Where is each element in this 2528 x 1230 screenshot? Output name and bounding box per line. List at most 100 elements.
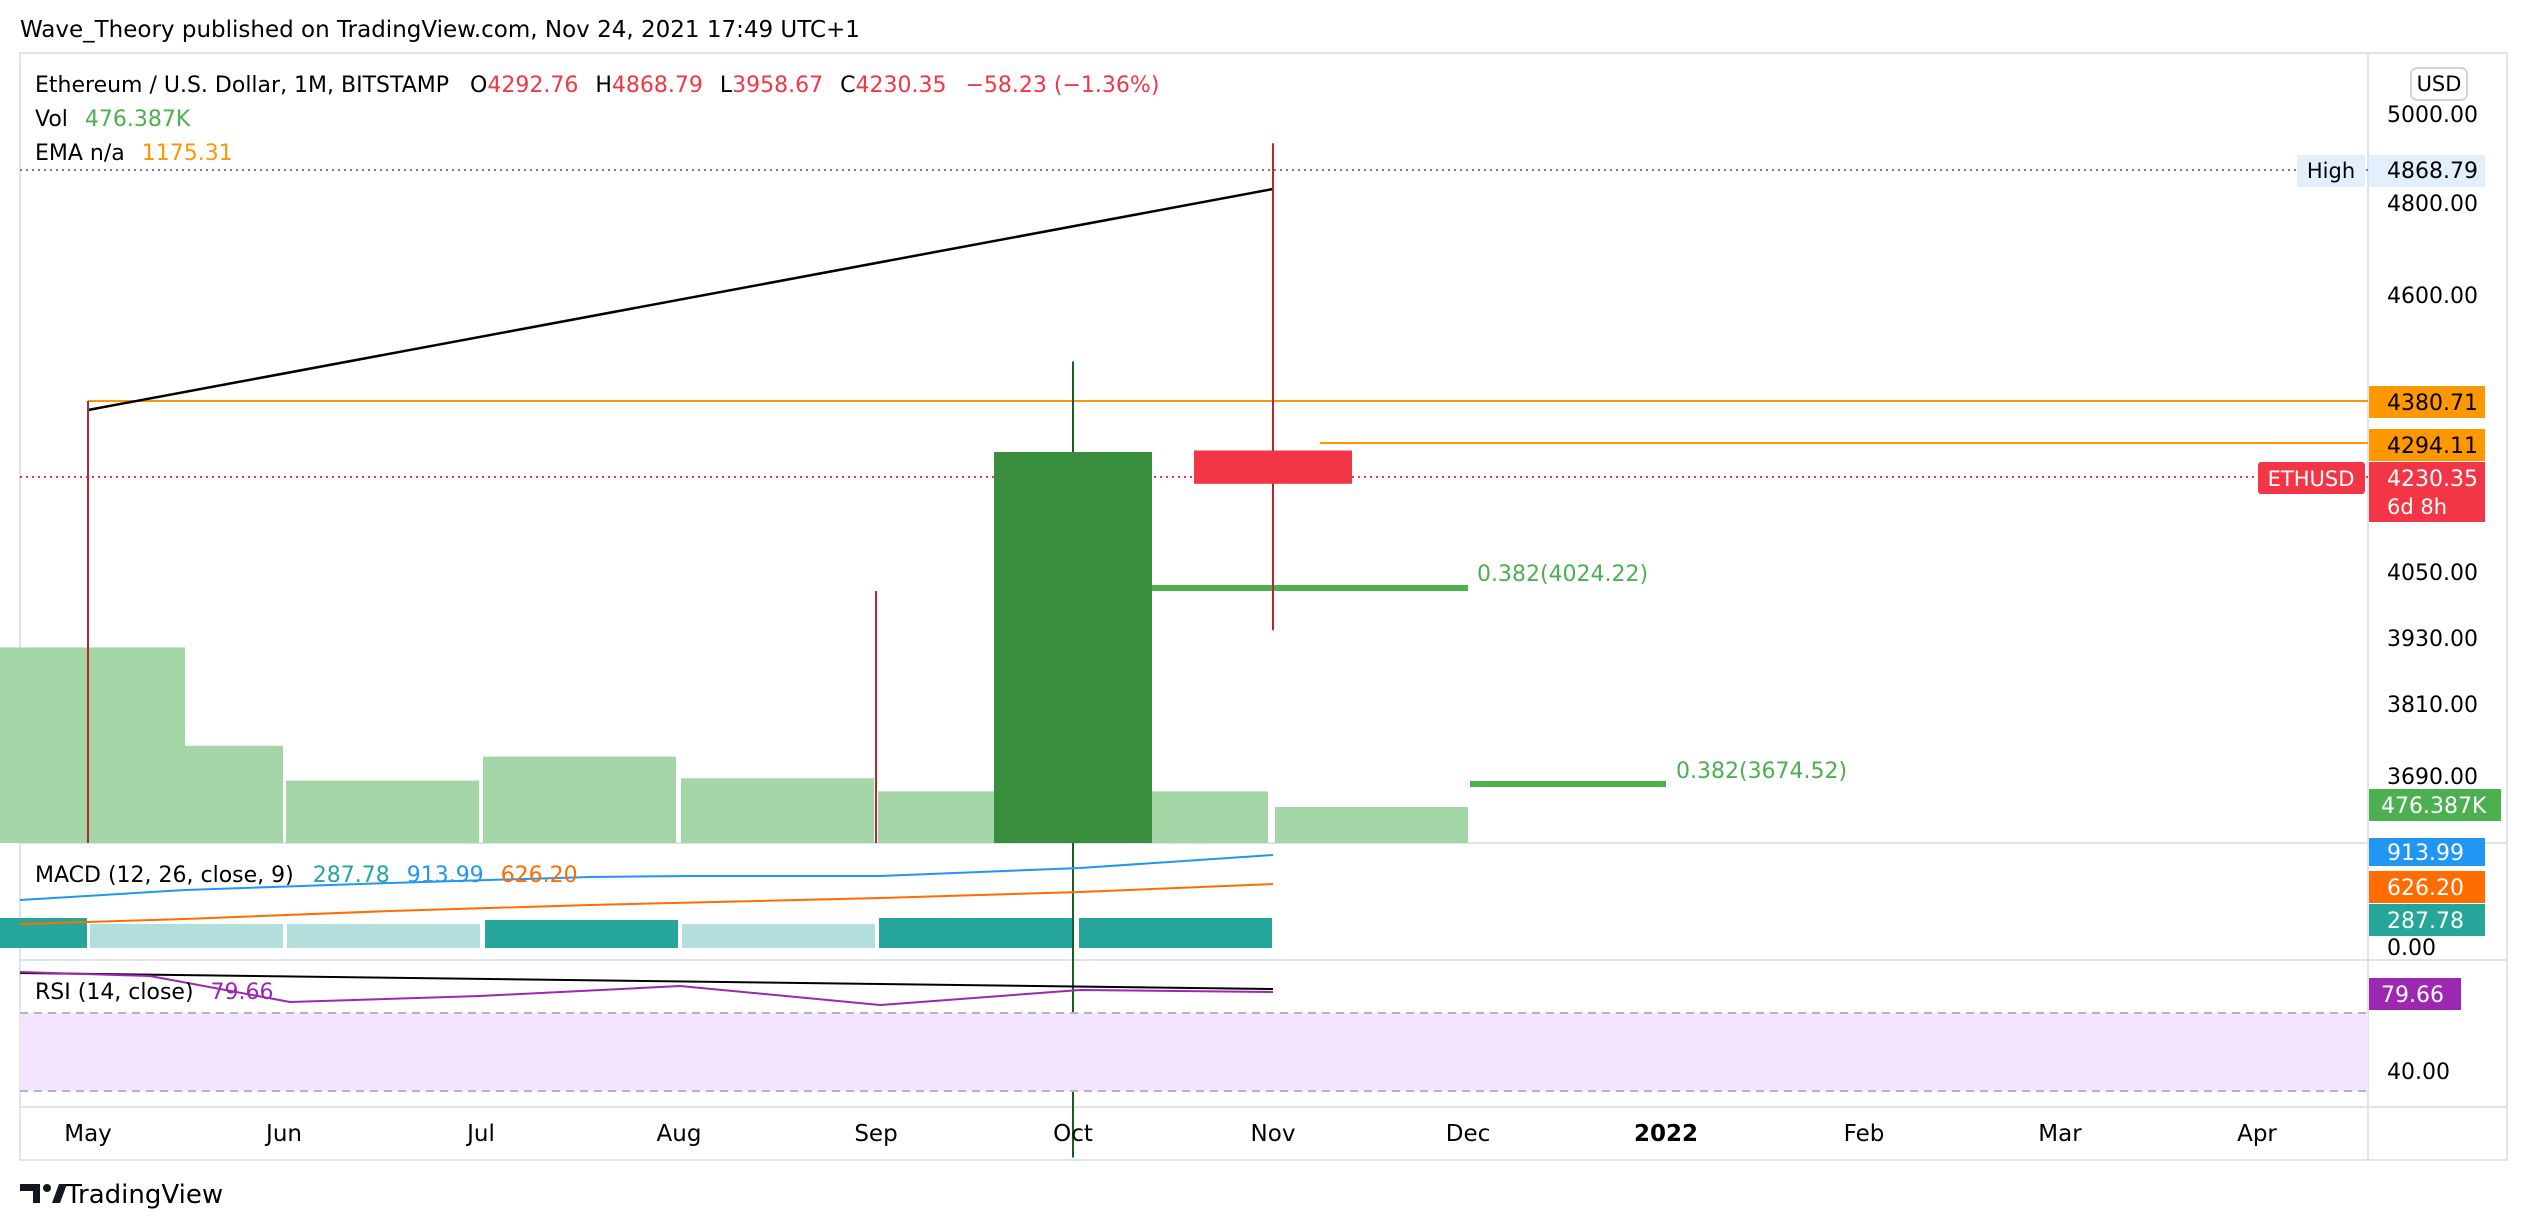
- macd-hist-tag-bg: [2369, 904, 2485, 936]
- volume-tag: 476.387K: [2381, 794, 2487, 819]
- rsi-pane: RSI (14, close) 79.66 79.66 40.00: [19, 971, 2461, 1092]
- time-label: Jun: [264, 1121, 302, 1147]
- ohlc-low-value: 3958.67: [732, 73, 823, 98]
- volume-bar: [483, 756, 676, 843]
- volume-bar: [1275, 807, 1468, 843]
- symbol-tag: ETHUSD: [2268, 467, 2355, 491]
- high-tag: High: [2307, 159, 2355, 183]
- level-lower-tag: 4294.11: [2387, 434, 2478, 459]
- tradingview-brand: TradingView: [65, 1180, 223, 1210]
- macd-zero-tick: 0.00: [2387, 936, 2436, 961]
- last-price-tag-bg: [2369, 462, 2485, 522]
- macd-hist-bar: [879, 918, 1072, 948]
- time-label: Apr: [2237, 1121, 2277, 1147]
- time-label: Oct: [1053, 1121, 1093, 1147]
- macd-signal-value: 626.20: [501, 863, 578, 888]
- candle-body: [994, 452, 1152, 843]
- macd-line: [19, 854, 1274, 901]
- svg-text:Ethereum / U.S. Dollar, 1M, BI: Ethereum / U.S. Dollar, 1M, BITSTAMP O42…: [35, 73, 1159, 98]
- time-label: Nov: [1251, 1121, 1296, 1147]
- macd-signal-tag: 626.20: [2387, 876, 2464, 901]
- volume-bar: [90, 745, 283, 843]
- price-scale[interactable]: USD 5000.00 4800.00 4600.00 4050.00 3930…: [2258, 67, 2501, 821]
- ohlc-open-value: 4292.76: [487, 73, 578, 98]
- price-tick: 3690.00: [2387, 765, 2478, 790]
- time-label: 2022: [1634, 1121, 1698, 1147]
- time-label: Aug: [657, 1121, 702, 1147]
- symbol-title: Ethereum / U.S. Dollar, 1M, BITSTAMP: [35, 73, 449, 98]
- time-label: Dec: [1446, 1121, 1491, 1147]
- trendline: [87, 187, 1274, 412]
- macd-hist-bar: [287, 924, 480, 948]
- high-value: 4868.79: [2387, 159, 2478, 184]
- ohlc-close-value: 4230.35: [856, 73, 947, 98]
- macd-line-value: 913.99: [407, 863, 484, 888]
- macd-line-tag-bg: [2369, 838, 2485, 866]
- level-lines: 0.382(4024.22) 0.382(3674.52): [20, 169, 2368, 843]
- signal-line: [19, 883, 1274, 925]
- level-lower-tag-bg: [2369, 429, 2485, 461]
- price-tick: 4800.00: [2387, 192, 2478, 217]
- macd-pane: MACD (12, 26, close, 9) 287.78 913.99 62…: [0, 838, 2485, 961]
- macd-line-tag: 913.99: [2387, 841, 2464, 866]
- macd-histogram: [0, 918, 1272, 948]
- level-upper-tag: 4380.71: [2387, 391, 2478, 416]
- rsi-value: 79.66: [211, 980, 274, 1005]
- currency-label: USD: [2417, 72, 2462, 96]
- macd-hist-value: 287.78: [313, 863, 390, 888]
- svg-text:Vol 476.387K: Vol 476.387K: [35, 107, 191, 132]
- fib-label-upper: 0.382(4024.22): [1477, 562, 1648, 587]
- currency-button[interactable]: [2410, 67, 2468, 101]
- ohlc-high-value: 4868.79: [612, 73, 703, 98]
- price-tick: 3810.00: [2387, 693, 2478, 718]
- svg-text:RSI (14, close) 79.66: RSI (14, close) 79.66: [35, 980, 274, 1005]
- price-tick: 5000.00: [2387, 103, 2478, 128]
- tradingview-logo[interactable]: TradingView: [20, 1180, 223, 1210]
- price-tick: 4050.00: [2387, 561, 2478, 586]
- macd-hist-tag: 287.78: [2387, 909, 2464, 934]
- time-label: Feb: [1844, 1121, 1885, 1147]
- level-upper-tag-bg: [2369, 386, 2485, 418]
- candle-body: [1194, 450, 1352, 484]
- price-tick: 4600.00: [2387, 284, 2478, 309]
- volume-label: Vol: [35, 107, 68, 132]
- change-value: −58.23 (−1.36%): [966, 73, 1160, 98]
- macd-title: MACD (12, 26, close, 9): [35, 863, 294, 888]
- last-price-tag: 4230.35: [2387, 467, 2478, 492]
- candlesticks: [875, 143, 1352, 1158]
- ohlc-high-label: H: [595, 73, 612, 98]
- macd-hist-bar: [682, 924, 875, 948]
- macd-hist-bar: [90, 924, 283, 948]
- time-label: Sep: [854, 1121, 897, 1147]
- macd-hist-bar: [1079, 918, 1272, 948]
- chart-frame: [19, 52, 2508, 1161]
- ema-value: 1175.31: [142, 141, 233, 166]
- time-label: Jul: [465, 1121, 495, 1147]
- rsi-tag-bg: [2369, 978, 2461, 1010]
- ohlc-close-label: C: [840, 73, 855, 98]
- rsi-tick: 40.00: [2387, 1060, 2450, 1085]
- tradingview-logo-icon: [20, 1184, 40, 1203]
- rsi-trendline: [19, 972, 1274, 990]
- volume-tag-bg: [2369, 789, 2501, 821]
- publisher-text: Wave_Theory published on TradingView.com…: [20, 17, 860, 43]
- time-label: Mar: [2038, 1121, 2082, 1147]
- svg-text:MACD (12, 26, close, 9): MACD (12, 26, close, 9) 287.78 913.99 62…: [35, 863, 578, 888]
- time-axis[interactable]: May Jun Jul Aug Sep Oct Nov Dec 2022 Feb Mar Apr: [64, 1121, 2277, 1147]
- high-value-bg: [2369, 155, 2485, 187]
- svg-text:EMA n/a 1175.31: EMA n/a 1175.31: [35, 141, 233, 166]
- rsi-title: RSI (14, close): [35, 980, 194, 1005]
- macd-hist-bar: [485, 920, 678, 948]
- rsi-tag: 79.66: [2381, 983, 2444, 1008]
- price-tick: 3930.00: [2387, 627, 2478, 652]
- ohlc-open-label: O: [470, 73, 487, 98]
- high-tag-bg: [2297, 155, 2365, 187]
- volume-bar: [286, 780, 479, 843]
- legend: Ethereum / U.S. Dollar, 1M, BITSTAMP O42…: [35, 73, 1159, 166]
- rsi-band: [20, 1013, 2368, 1091]
- macd-signal-tag-bg: [2369, 871, 2485, 903]
- volume-value: 476.387K: [85, 107, 191, 132]
- time-label: May: [64, 1121, 112, 1147]
